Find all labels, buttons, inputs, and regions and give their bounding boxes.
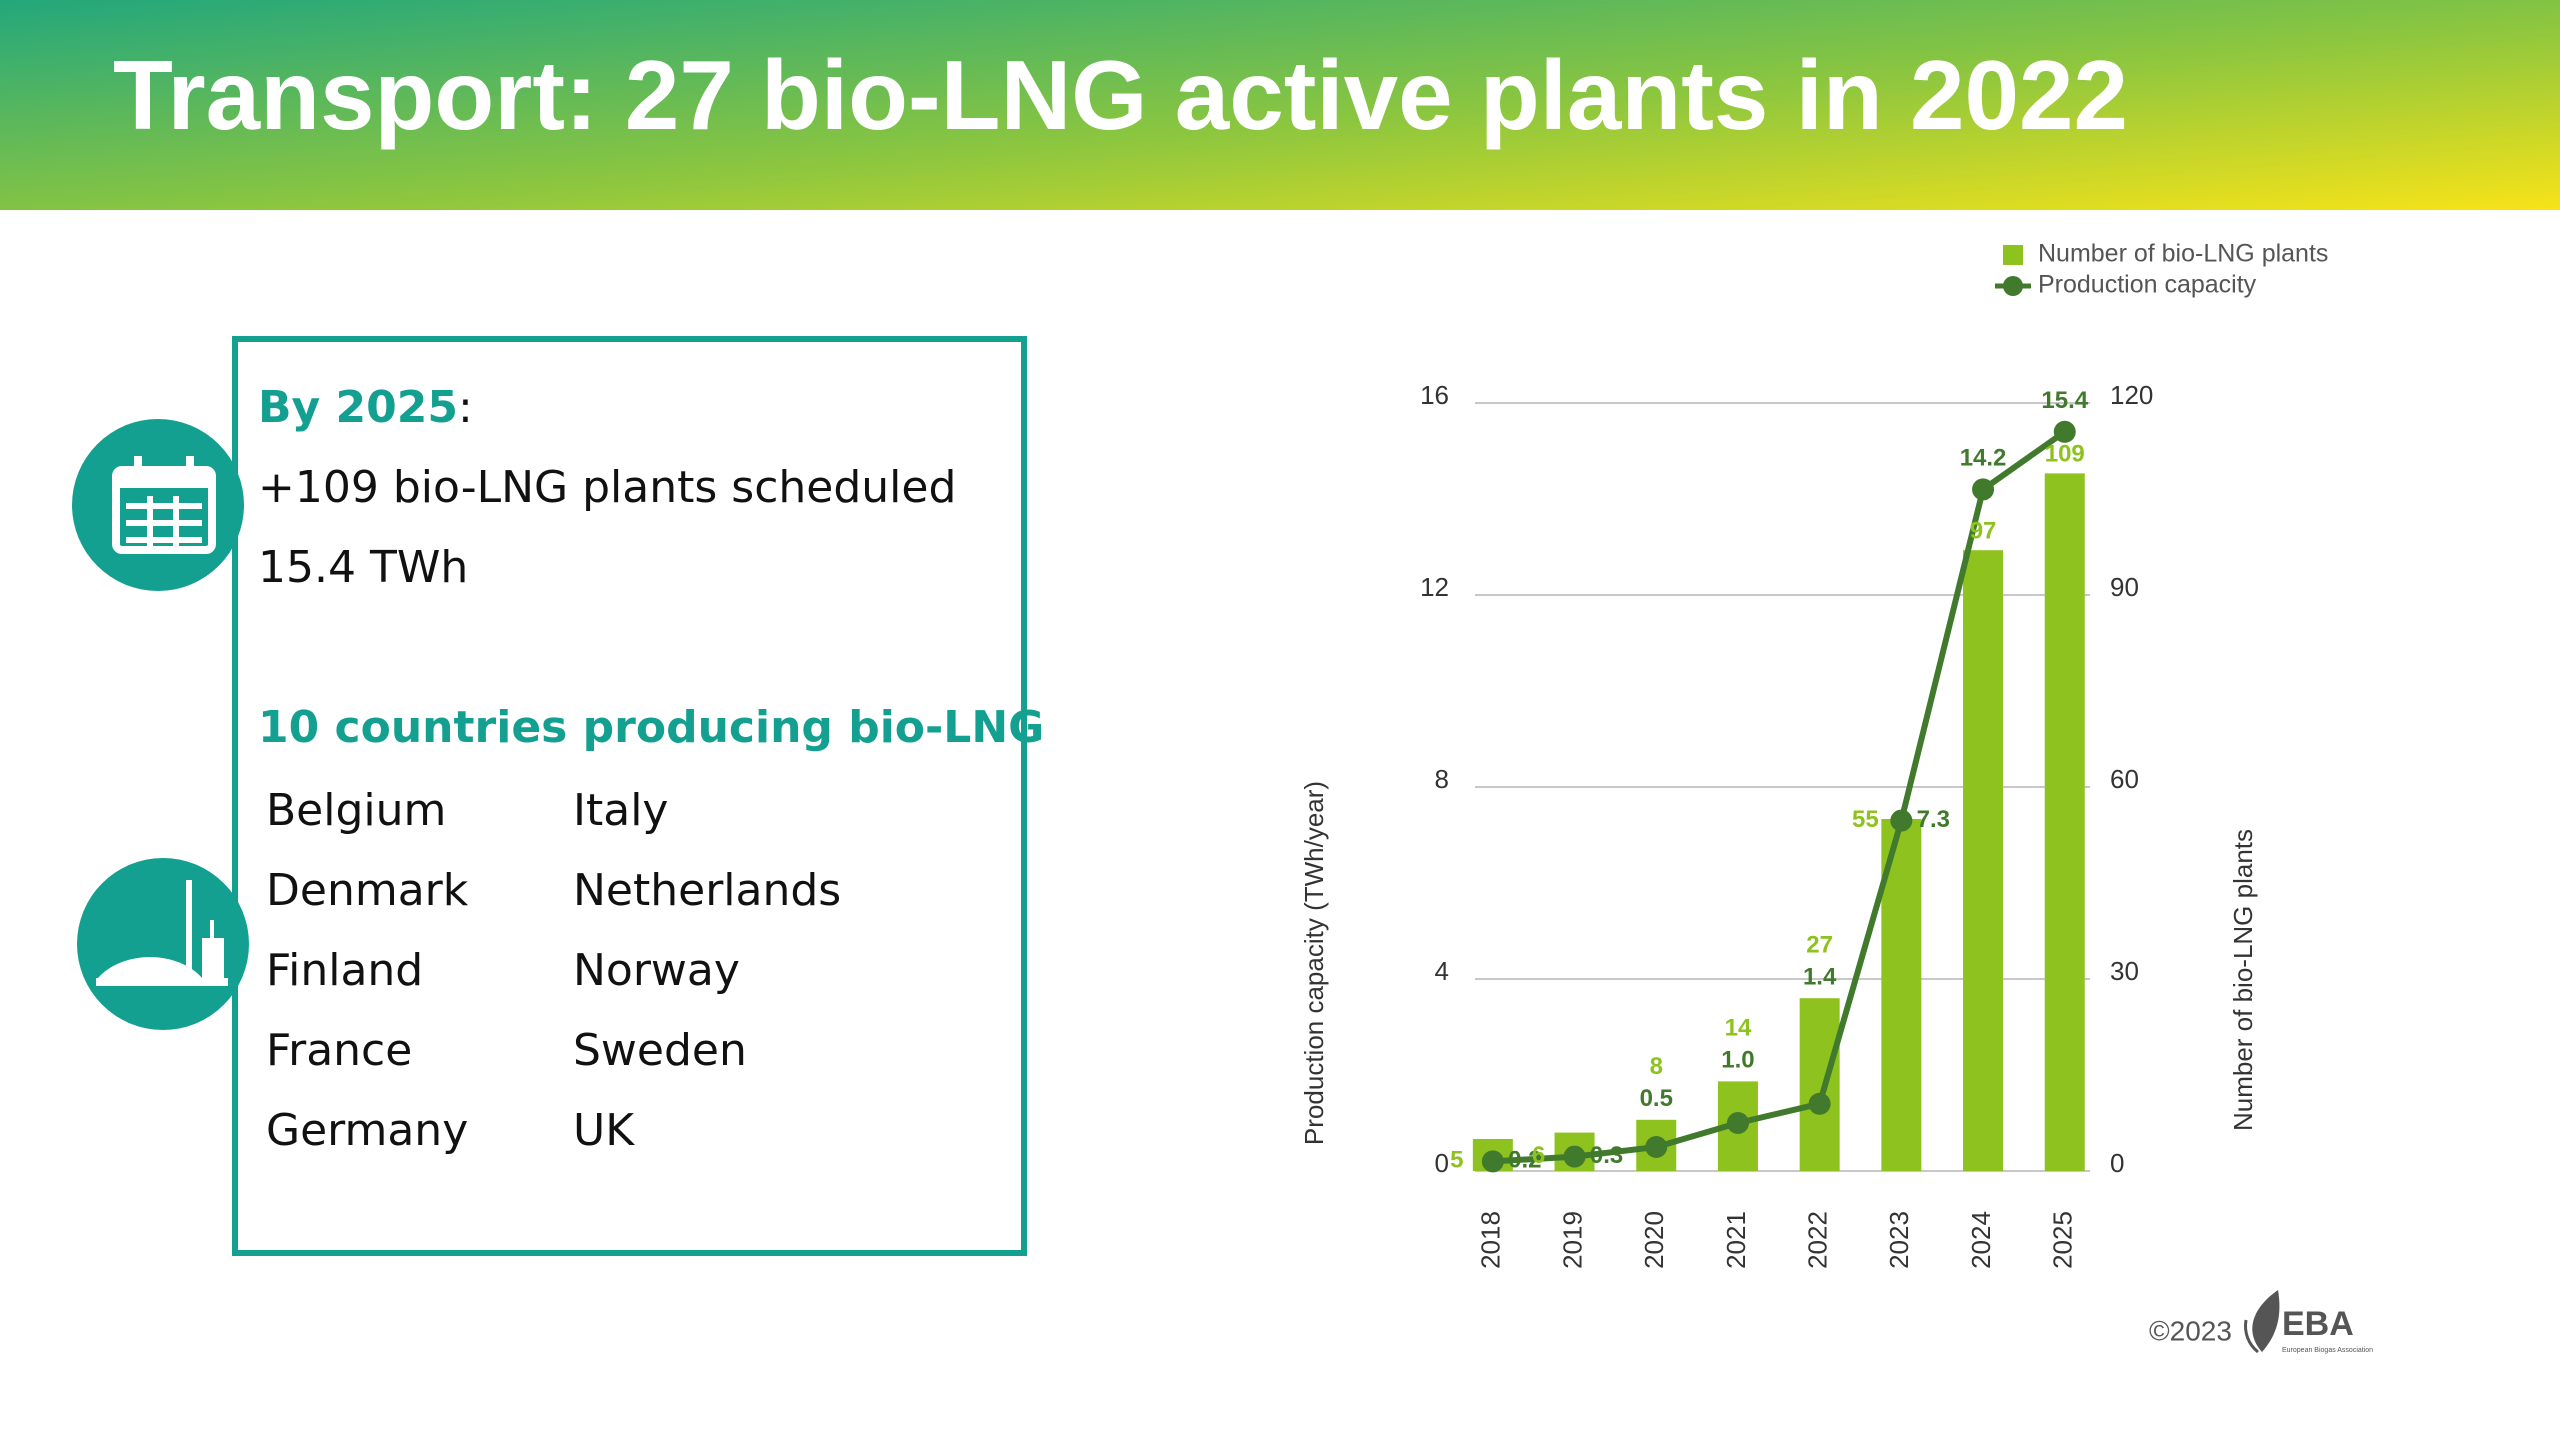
- country: Belgium: [266, 785, 446, 836]
- bar-value-label: 97: [1970, 518, 1997, 545]
- plant-icon: [77, 858, 249, 1030]
- line-point: [1726, 1112, 1749, 1134]
- country: Denmark: [266, 865, 469, 916]
- country: Italy: [573, 785, 668, 836]
- country: France: [266, 1025, 412, 1076]
- legend-label: Number of bio-LNG plants: [2038, 240, 2328, 268]
- y2-tick-label: 0: [2110, 1148, 2124, 1178]
- x-tick-label: 2018: [1476, 1211, 1506, 1269]
- countries-heading: 10 countries producing bio-LNG: [258, 702, 1044, 753]
- line-point: [1890, 809, 1913, 832]
- bar-value-label: 14: [1725, 1015, 1752, 1042]
- x-tick-label: 2022: [1803, 1211, 1833, 1269]
- info-box: [232, 336, 1027, 1256]
- info-heading-colon: :: [458, 382, 473, 433]
- legend-swatch: [2003, 276, 2023, 296]
- x-tick-label: 2025: [2048, 1211, 2078, 1269]
- country: Norway: [573, 945, 740, 996]
- bar: [1799, 998, 1840, 1171]
- y-axis-label: Production capacity (TWh/year): [1299, 781, 1329, 1145]
- bar: [1881, 819, 1922, 1171]
- x-tick-label: 2024: [1966, 1211, 1996, 1269]
- legend-swatch: [2003, 245, 2023, 265]
- line-point: [1808, 1092, 1831, 1115]
- country: Germany: [266, 1105, 468, 1156]
- line: [1492, 429, 2067, 1165]
- line-value-label: 0.3: [1590, 1142, 1623, 1169]
- bar-value-label: 55: [1852, 806, 1879, 833]
- bar-value-label: 27: [1806, 932, 1833, 959]
- line-point: [1972, 478, 1995, 501]
- line-value-label: 0.2: [1508, 1147, 1541, 1174]
- calendar-icon: [72, 419, 244, 591]
- x-tick-label: 2020: [1639, 1211, 1669, 1269]
- x-tick-label: 2021: [1721, 1211, 1751, 1269]
- line-point: [1645, 1136, 1668, 1158]
- bar: [1963, 550, 2004, 1171]
- y-tick-label: 4: [1435, 956, 1449, 986]
- copyright: ©2023: [2149, 1315, 2232, 1346]
- info-heading: By 2025:: [258, 382, 473, 433]
- bar-value-label: 5: [1450, 1147, 1463, 1174]
- bar-value-label: 6: [1532, 1142, 1545, 1169]
- y-tick-label: 0: [1435, 1148, 1449, 1178]
- line-value-label: 1.4: [1803, 964, 1837, 991]
- info-heading-year: By 2025: [258, 382, 458, 433]
- y2-tick-label: 30: [2110, 956, 2139, 986]
- x-tick-label: 2019: [1557, 1211, 1587, 1269]
- x-tick-label: 2023: [1884, 1211, 1914, 1269]
- y-tick-label: 16: [1420, 380, 1449, 410]
- line-value-label: 7.3: [1917, 806, 1950, 833]
- logo-name: EBA: [2282, 1305, 2354, 1343]
- eba-logo: EBA European Biogas Association: [2244, 1290, 2373, 1354]
- bar-value-label: 8: [1650, 1053, 1663, 1080]
- title: Transport: 27 bio-LNG active plants in 2…: [113, 40, 2128, 150]
- legend-label: Production capacity: [2038, 271, 2257, 299]
- y-tick-label: 12: [1420, 572, 1449, 602]
- y-tick-label: 8: [1435, 764, 1449, 794]
- y2-tick-label: 60: [2110, 764, 2139, 794]
- line-point: [1563, 1145, 1586, 1168]
- line-value-label: 0.5: [1640, 1085, 1673, 1112]
- line-point: [1481, 1150, 1504, 1173]
- bar-value-label: 109: [2045, 441, 2085, 468]
- y2-tick-label: 120: [2110, 380, 2153, 410]
- line-value-label: 14.2: [1960, 445, 2007, 472]
- line-point: [2053, 420, 2076, 443]
- country: Finland: [266, 945, 423, 996]
- country: Sweden: [573, 1025, 747, 1076]
- y2-axis-label: Number of bio-LNG plants: [2228, 829, 2258, 1131]
- line-value-label: 15.4: [2041, 387, 2088, 414]
- header-band: [0, 0, 2560, 210]
- info-line: +109 bio-LNG plants scheduled: [258, 462, 956, 513]
- bar: [2044, 473, 2085, 1171]
- y2-tick-label: 90: [2110, 572, 2139, 602]
- line-value-label: 1.0: [1721, 1047, 1754, 1074]
- info-line: 15.4 TWh: [258, 542, 468, 593]
- logo-subtitle: European Biogas Association: [2282, 1347, 2373, 1354]
- country: Netherlands: [573, 865, 841, 916]
- country: UK: [573, 1105, 635, 1156]
